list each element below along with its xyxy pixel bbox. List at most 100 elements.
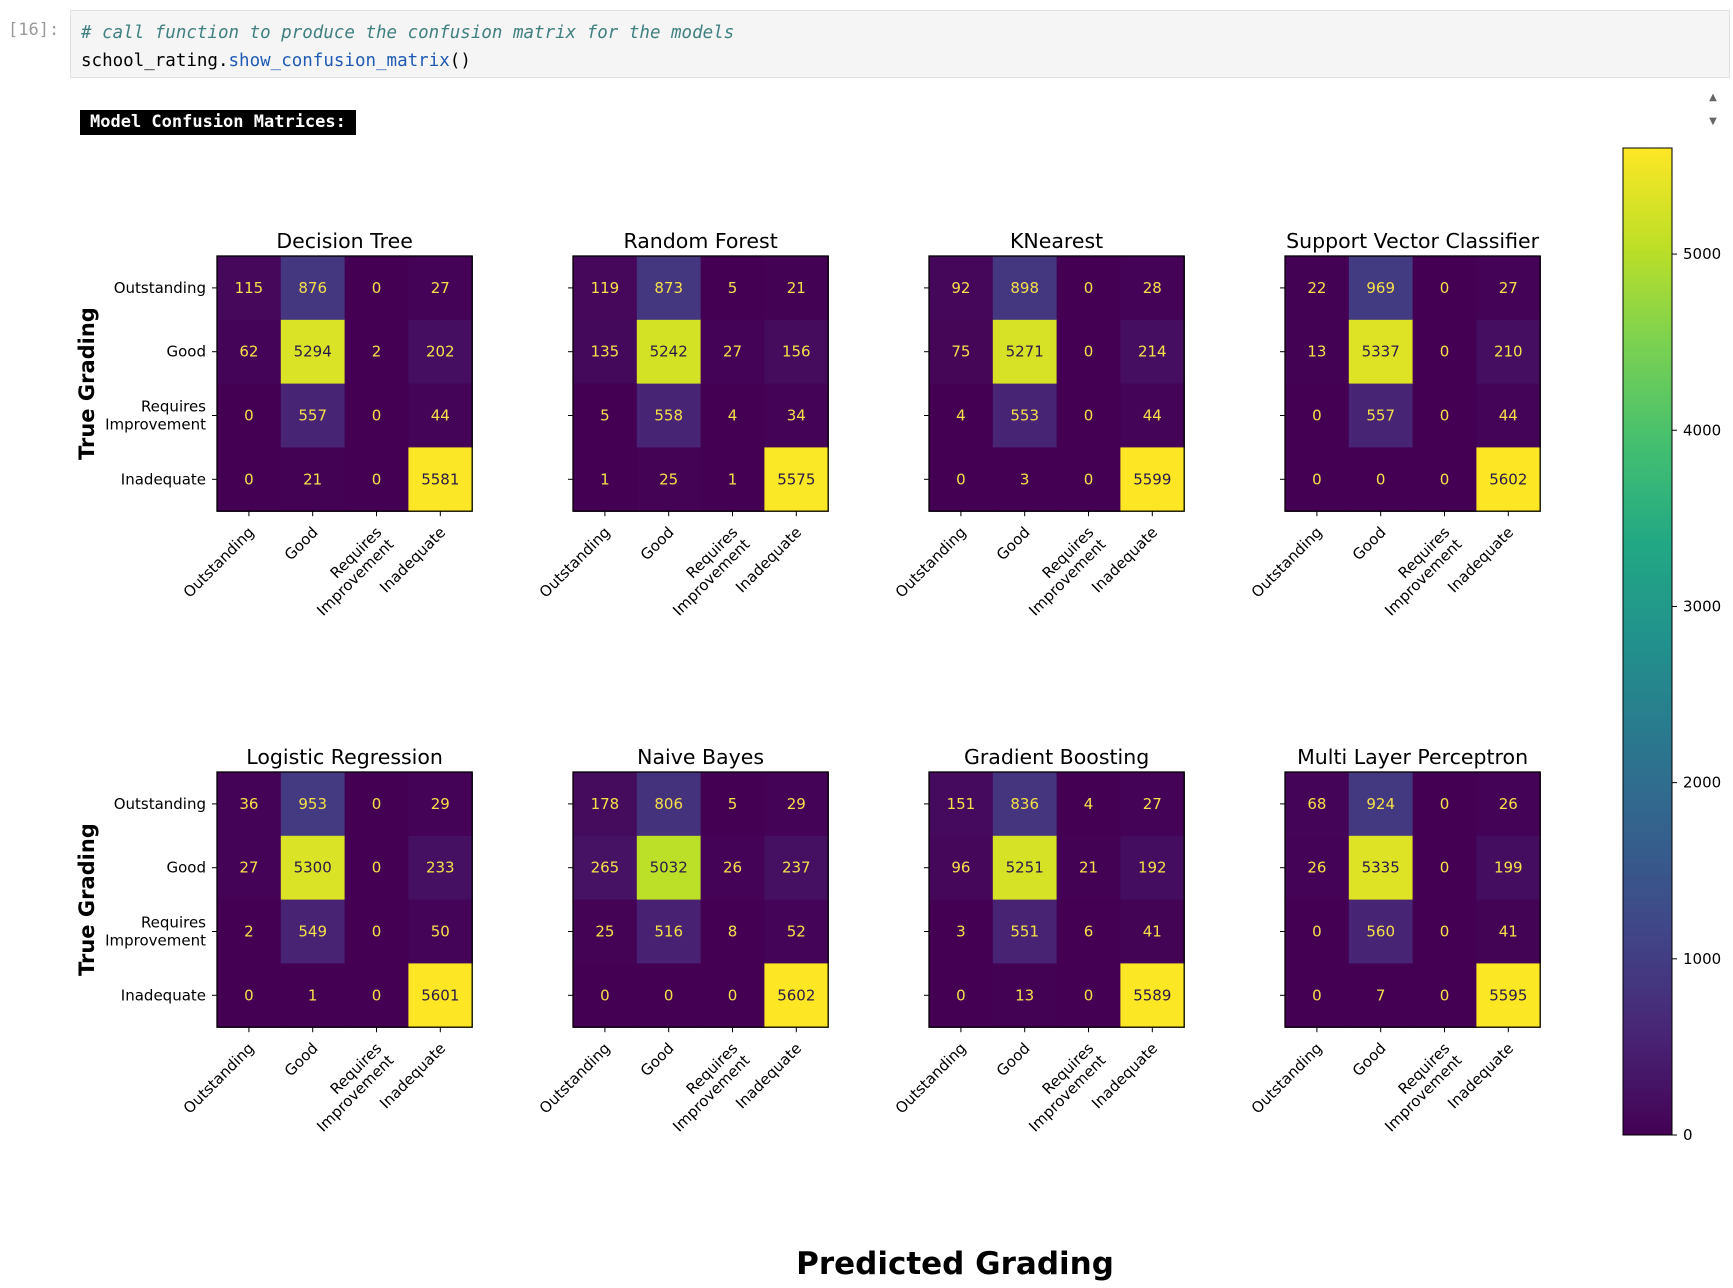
heatmap-cell	[1476, 963, 1541, 1028]
cell-value-label: 5589	[1133, 986, 1171, 1004]
heatmap-cell	[636, 963, 702, 1028]
cell-value-label: 115	[235, 279, 264, 297]
heatmap-cell	[1056, 256, 1121, 321]
heatmap-cell	[929, 256, 994, 321]
heatmap-cell	[217, 319, 282, 385]
heatmap-cell	[573, 256, 638, 321]
heatmap-cell	[217, 835, 282, 901]
cell-value-label: 1	[308, 986, 318, 1004]
heatmap-cell	[573, 383, 638, 448]
x-tick-label: Good	[281, 523, 322, 564]
heatmap-cell	[1120, 835, 1185, 901]
cell-value-label: 44	[431, 407, 450, 425]
heatmap-cell	[280, 772, 346, 837]
cell-value-label: 873	[654, 279, 683, 297]
cell-value-label: 5599	[1133, 470, 1171, 488]
cell-value-label: 151	[947, 795, 976, 813]
cell-value-label: 237	[782, 859, 811, 877]
heatmap-cell	[1056, 383, 1121, 448]
cell-value-label: 0	[956, 986, 966, 1004]
heatmap-cell	[280, 383, 346, 448]
cell-value-label: 5	[728, 795, 738, 813]
cell-value-label: 27	[723, 343, 742, 361]
heatmap-cell	[1412, 963, 1477, 1028]
heatmap-cell	[1120, 447, 1185, 512]
cell-value-label: 0	[1312, 986, 1322, 1004]
x-axis-label: Predicted Grading	[796, 1246, 1114, 1282]
heatmap-cell	[929, 319, 994, 385]
heatmap-cell	[1412, 383, 1477, 448]
code-function: show_confusion_matrix	[228, 51, 450, 71]
cell-value-label: 233	[426, 859, 455, 877]
confusion-matrix-panel: Random Forest 119 873 5 21 135 5242 27 156 5 558 4 3…	[536, 229, 829, 619]
cell-value-label: 25	[595, 923, 614, 941]
heatmap-cell	[764, 899, 829, 964]
cell-value-label: 0	[600, 986, 610, 1004]
cell-value-label: 13	[1307, 343, 1326, 361]
heatmap-cell	[929, 383, 994, 448]
cell-value-label: 0	[1440, 407, 1450, 425]
cell-prompt: [16]:	[8, 20, 60, 40]
x-tick-label: Good	[281, 1039, 322, 1080]
colorbar-tick-label: 0	[1683, 1126, 1693, 1144]
cell-value-label: 5242	[650, 343, 688, 361]
cell-value-label: 4	[1084, 795, 1094, 813]
heatmap-cell	[1476, 447, 1541, 512]
cell-value-label: 5581	[421, 470, 459, 488]
heatmap-cell	[1348, 772, 1414, 837]
cell-value-label: 924	[1366, 795, 1395, 813]
heatmap-cell	[1120, 963, 1185, 1028]
heatmap-cell	[1348, 447, 1414, 512]
heatmap-cell	[217, 772, 282, 837]
scroll-up-icon[interactable]: ▲	[1709, 92, 1717, 103]
heatmap-cell	[992, 256, 1058, 321]
cell-value-label: 7	[1376, 986, 1386, 1004]
cell-value-label: 0	[1440, 470, 1450, 488]
matrix-frame	[1284, 771, 1541, 1028]
cell-value-label: 265	[591, 859, 620, 877]
cell-value-label: 202	[426, 343, 455, 361]
cell-value-label: 26	[1307, 859, 1326, 877]
heatmap-cell	[217, 256, 282, 321]
code-cell-input[interactable]: # call function to produce the confusion…	[70, 10, 1730, 78]
heatmap-cell	[217, 963, 282, 1028]
cell-value-label: 0	[244, 407, 254, 425]
heatmap-cell	[992, 319, 1058, 385]
heatmap-cell	[1056, 772, 1121, 837]
heatmap-cell	[408, 256, 473, 321]
cell-value-label: 21	[787, 279, 806, 297]
heatmap-cell	[992, 447, 1058, 512]
cell-value-label: 836	[1010, 795, 1039, 813]
heatmap-cell	[280, 447, 346, 512]
cell-value-label: 0	[956, 470, 966, 488]
heatmap-cell	[929, 963, 994, 1028]
cell-value-label: 5601	[421, 986, 459, 1004]
cell-value-label: 553	[1010, 407, 1039, 425]
heatmap-cell	[1120, 899, 1185, 964]
heatmap-cell	[280, 963, 346, 1028]
matrix-frame	[928, 255, 1185, 512]
heatmap-cell	[1056, 319, 1121, 385]
scroll-down-icon[interactable]: ▼	[1709, 116, 1717, 127]
cell-value-label: 5271	[1006, 343, 1044, 361]
cell-value-label: 0	[1376, 470, 1386, 488]
heatmap-cell	[700, 447, 765, 512]
heatmap-cell	[573, 319, 638, 385]
cell-value-label: 0	[1084, 986, 1094, 1004]
heatmap-cell	[1056, 835, 1121, 901]
cell-value-label: 192	[1138, 859, 1167, 877]
heatmap-cell	[280, 835, 346, 901]
cell-value-label: 68	[1307, 795, 1326, 813]
cell-value-label: 557	[1366, 407, 1395, 425]
cell-value-label: 22	[1307, 279, 1326, 297]
heatmap-cell	[1476, 772, 1541, 837]
colorbar-tick-label: 4000	[1683, 421, 1721, 439]
cell-value-label: 5602	[777, 986, 815, 1004]
cell-value-label: 0	[372, 859, 382, 877]
cell-value-label: 50	[431, 923, 450, 941]
cell-value-label: 551	[1010, 923, 1039, 941]
heatmap-cell	[344, 319, 409, 385]
x-tick-label: Good	[637, 523, 678, 564]
heatmap-cell	[1285, 899, 1350, 964]
cell-value-label: 26	[723, 859, 742, 877]
